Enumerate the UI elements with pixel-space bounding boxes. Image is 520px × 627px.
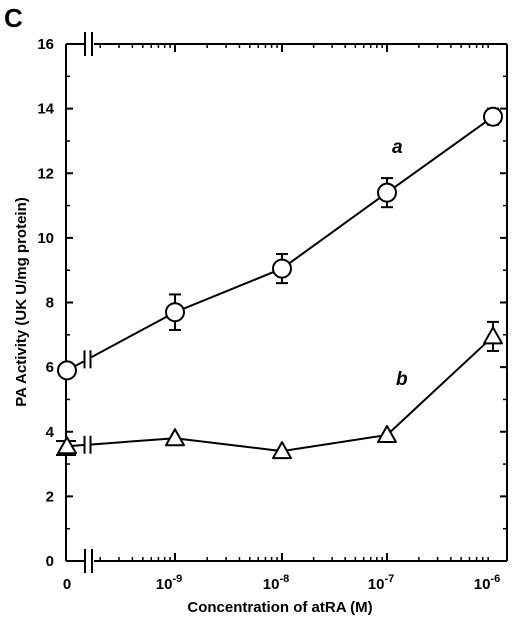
x-tick-label: 10-7 (368, 573, 394, 593)
series-line-segment (174, 437, 283, 453)
x-tick-label: 10-8 (263, 573, 289, 593)
x-tick-label: 10-9 (156, 573, 182, 593)
x-axis-title: Concentration of atRA (M) (187, 599, 372, 616)
y-tick-label: 2 (46, 488, 54, 505)
data-point-triangle (57, 436, 77, 455)
panel-label: C (4, 3, 23, 33)
series-line-segment (281, 433, 388, 453)
axis-break-marks (56, 32, 93, 573)
series-a: a (57, 106, 503, 381)
y-tick-label: 6 (46, 359, 54, 376)
x-tick-label: 10-6 (474, 573, 500, 593)
y-axis-title: PA Activity (UK U/mg protein) (13, 197, 30, 406)
data-point-triangle (377, 424, 397, 443)
plot-series: ab (57, 106, 503, 460)
data-point-circle (165, 302, 185, 323)
series-line-segment (386, 335, 494, 436)
y-tick-label: 16 (37, 36, 54, 53)
data-point-triangle (165, 428, 185, 447)
data-point-circle (272, 258, 292, 279)
y-tick-label: 12 (37, 165, 54, 182)
data-point-triangle (483, 326, 503, 345)
y-tick-label: 4 (46, 424, 55, 441)
data-point-circle (57, 360, 77, 381)
series-label: a (392, 137, 403, 158)
series-line-segment (174, 267, 283, 314)
data-point-triangle (272, 441, 292, 460)
series-line-segment (386, 115, 494, 194)
series-label: b (396, 369, 408, 390)
x-axis-ticks: 0 10-9 10-8 10-7 10-6 (63, 44, 500, 593)
data-point-circle (377, 182, 397, 203)
series-line-segment (281, 191, 388, 270)
data-point-circle (483, 106, 503, 127)
y-tick-label: 8 (46, 295, 54, 312)
y-tick-label: 0 (46, 553, 54, 570)
y-tick-label: 14 (37, 101, 54, 118)
series-line-segment (91, 437, 176, 446)
series-b: b (57, 320, 503, 460)
y-axis-ticks: 0 2 4 6 8 10 12 14 16 (37, 36, 507, 570)
x-tick-label: 0 (63, 576, 71, 593)
series-line-segment (91, 311, 176, 359)
y-tick-label: 10 (37, 230, 54, 247)
axes (65, 43, 508, 562)
